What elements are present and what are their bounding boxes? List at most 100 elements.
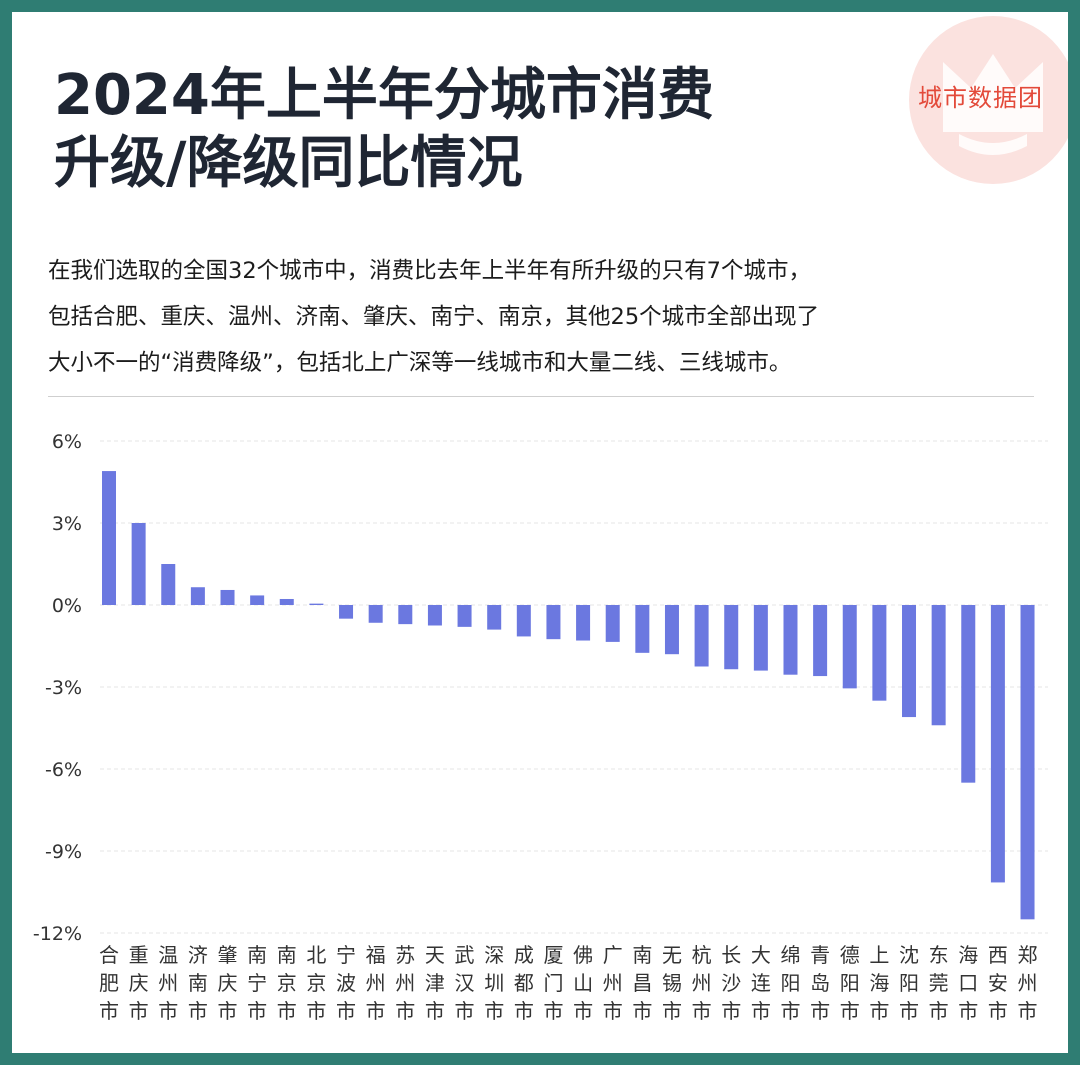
- x-tick-label: 市: [1018, 999, 1038, 1023]
- x-tick-label: 市: [840, 999, 860, 1023]
- x-tick-label: 市: [366, 999, 386, 1023]
- x-tick-label: 杭: [692, 943, 712, 967]
- x-tick-label: 深: [484, 943, 504, 967]
- bar: [783, 605, 798, 675]
- x-tick-label: 连: [751, 971, 771, 995]
- bar: [694, 605, 709, 667]
- x-tick-label: 京: [277, 971, 297, 995]
- x-tick-label: 阳: [840, 971, 860, 995]
- bar: [546, 605, 561, 640]
- x-tick-label: 重: [129, 943, 149, 967]
- divider: [48, 396, 1034, 397]
- x-tick-label: 庆: [129, 971, 149, 995]
- x-tick-label: 无: [662, 943, 682, 967]
- bar: [102, 471, 116, 605]
- x-tick-label: 北: [306, 943, 326, 967]
- x-tick-label: 市: [306, 999, 326, 1023]
- x-tick-label: 市: [721, 999, 741, 1023]
- x-tick-label: 昌: [632, 971, 652, 995]
- x-tick-label: 长: [721, 943, 741, 967]
- x-tick-label: 市: [395, 999, 415, 1023]
- x-tick-label: 市: [425, 999, 445, 1023]
- x-tick-label: 市: [543, 999, 563, 1023]
- bar: [605, 605, 620, 642]
- x-tick-label: 市: [158, 999, 178, 1023]
- x-tick-label: 市: [869, 999, 889, 1023]
- x-tick-label: 市: [455, 999, 475, 1023]
- bar: [931, 605, 946, 726]
- x-tick-label: 市: [632, 999, 652, 1023]
- bar: [457, 605, 472, 627]
- bar: [398, 605, 413, 625]
- description-line-2: 包括合肥、重庆、温州、济南、肇庆、南宁、南京，其他25个城市全部出现了: [48, 304, 820, 330]
- x-tick-label: 山: [573, 971, 593, 995]
- x-tick-label: 苏: [395, 943, 415, 967]
- x-tick-label: 州: [603, 971, 623, 995]
- x-tick-label: 市: [484, 999, 504, 1023]
- x-tick-label: 市: [692, 999, 712, 1023]
- bar: [279, 598, 294, 605]
- bar: [339, 605, 354, 619]
- x-tick-label: 武: [455, 943, 475, 967]
- x-tick-label: 州: [158, 971, 178, 995]
- x-tick-label: 市: [188, 999, 208, 1023]
- bar: [161, 564, 176, 605]
- x-tick-label: 市: [603, 999, 623, 1023]
- x-tick-label: 阳: [899, 971, 919, 995]
- x-tick-label: 都: [514, 971, 534, 995]
- x-tick-label: 天: [425, 943, 445, 967]
- x-tick-label: 南: [632, 943, 652, 967]
- x-tick-label: 口: [958, 971, 978, 995]
- bar: [635, 605, 650, 653]
- x-tick-label: 合: [99, 943, 119, 967]
- x-tick-label: 德: [840, 943, 860, 967]
- y-tick-label: -6%: [45, 759, 82, 781]
- title-line-2: 升级/降级同比情况: [54, 131, 523, 196]
- bar: [516, 605, 531, 637]
- bar: [576, 605, 591, 641]
- description: 在我们选取的全国32个城市中，消费比去年上半年有所升级的只有7个城市， 包括合肥…: [48, 248, 1048, 386]
- x-tick-label: 海: [869, 971, 889, 995]
- x-tick-label: 津: [425, 971, 445, 995]
- bar: [427, 605, 442, 626]
- bar: [990, 605, 1005, 883]
- x-axis: 合肥市重庆市温州市济南市肇庆市南宁市南京市北京市宁波市福州市苏州市天津市武汉市深…: [99, 943, 1038, 1023]
- x-tick-label: 市: [929, 999, 949, 1023]
- x-tick-label: 肥: [99, 971, 119, 995]
- bar: [368, 605, 383, 623]
- x-tick-label: 西: [988, 943, 1008, 967]
- chart-card: 城市数据团 2024年上半年分城市消费 升级/降级同比情况 在我们选取的全国32…: [12, 12, 1068, 1053]
- bar: [190, 587, 205, 605]
- title-line-1: 2024年上半年分城市消费: [54, 63, 714, 128]
- x-tick-label: 东: [929, 943, 949, 967]
- x-tick-label: 市: [988, 999, 1008, 1023]
- x-tick-label: 济: [188, 943, 208, 967]
- x-tick-label: 庆: [218, 971, 238, 995]
- bar: [131, 523, 146, 605]
- x-tick-label: 市: [129, 999, 149, 1023]
- x-tick-label: 青: [810, 943, 830, 967]
- x-tick-label: 门: [543, 971, 563, 995]
- bar: [842, 605, 857, 689]
- x-tick-label: 南: [188, 971, 208, 995]
- x-tick-label: 肇: [218, 943, 238, 967]
- y-tick-label: -12%: [33, 923, 82, 945]
- x-tick-label: 沙: [721, 971, 741, 995]
- bar: [872, 605, 887, 701]
- x-tick-label: 广: [603, 943, 623, 967]
- brand-name: 城市数据团: [918, 84, 1043, 112]
- x-tick-label: 南: [277, 943, 297, 967]
- bar: [664, 605, 679, 655]
- bar-layer: [102, 471, 1035, 920]
- x-tick-label: 州: [366, 971, 386, 995]
- bar: [250, 595, 265, 605]
- page-title: 2024年上半年分城市消费 升级/降级同比情况: [54, 62, 874, 198]
- x-tick-label: 市: [810, 999, 830, 1023]
- x-tick-label: 福: [366, 943, 386, 967]
- x-tick-label: 京: [306, 971, 326, 995]
- y-tick-label: 3%: [52, 513, 82, 535]
- x-tick-label: 厦: [543, 943, 563, 967]
- x-tick-label: 上: [869, 943, 889, 967]
- x-tick-label: 安: [988, 971, 1008, 995]
- x-tick-label: 市: [899, 999, 919, 1023]
